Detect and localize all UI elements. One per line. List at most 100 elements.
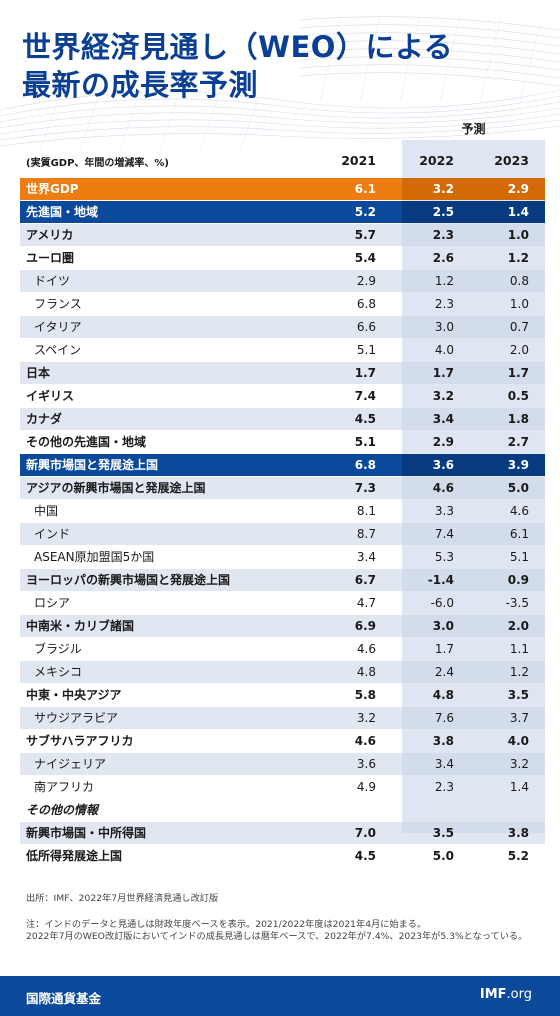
- header: 世界経済見通し（WEO）による 最新の成長率予測: [0, 0, 560, 150]
- row-band: [20, 339, 545, 361]
- value-2022: 2.5: [432, 205, 454, 219]
- table-body: 世界GDP 6.1 3.2 2.9 先進国・地域 5.2 2.5 1.4 アメリカ 5.7 2.3 1…: [0, 178, 560, 868]
- table-row: イタリア 6.6 3.0 0.7: [0, 316, 560, 339]
- row-label: 中南米・カリブ諸国: [26, 619, 135, 633]
- value-2021: 4.6: [354, 734, 376, 748]
- row-band: [20, 385, 545, 407]
- value-2022: 3.3: [434, 504, 454, 518]
- value-2021: 5.7: [354, 228, 376, 242]
- site-name-bold: IMF: [479, 987, 507, 1002]
- value-2022: 3.4: [434, 757, 454, 771]
- value-2022: 2.3: [432, 228, 454, 242]
- row-label: その他の情報: [26, 803, 99, 817]
- value-2023: 1.7: [507, 366, 529, 380]
- row-band: [20, 822, 545, 844]
- value-2023: 2.0: [507, 619, 529, 633]
- value-2022: 4.8: [432, 688, 454, 702]
- title-line-1: 世界経済見通し（WEO）による: [22, 30, 454, 64]
- row-band: [20, 247, 545, 269]
- table-row: カナダ 4.5 3.4 1.8: [0, 408, 560, 431]
- row-label: アジアの新興市場国と発展途上国: [26, 481, 206, 495]
- year-header-2021: 2021: [341, 153, 376, 168]
- value-2021: 8.7: [356, 527, 376, 541]
- value-2022: 3.6: [432, 458, 454, 472]
- row-label: ASEAN原加盟国5か国: [34, 550, 155, 564]
- value-2023: 1.4: [509, 780, 529, 794]
- value-2021: 4.5: [354, 849, 376, 863]
- value-2023: 3.8: [507, 826, 529, 840]
- row-band: [20, 408, 545, 430]
- site-name-suffix: .org: [506, 987, 532, 1002]
- value-2023: 0.7: [509, 320, 529, 334]
- row-label: 日本: [26, 366, 51, 380]
- site-link[interactable]: IMF.org: [480, 987, 532, 1002]
- table-row: スペイン 5.1 4.0 2.0: [0, 339, 560, 362]
- row-label: フランス: [34, 297, 82, 311]
- row-label: サブサハラアフリカ: [26, 734, 134, 748]
- row-label: ヨーロッパの新興市場国と発展途上国: [26, 573, 231, 587]
- row-band: [20, 799, 545, 821]
- row-label: サウジアラビア: [34, 711, 119, 725]
- value-2022: 3.4: [432, 412, 454, 426]
- value-2022: 2.6: [432, 251, 454, 265]
- value-2021: 2.9: [356, 274, 376, 288]
- unit-label: (実質GDP、年間の増減率、%): [26, 158, 169, 169]
- value-2023: 1.2: [509, 665, 529, 679]
- row-band: [20, 523, 545, 545]
- row-band: [20, 753, 545, 775]
- table-row: ドイツ 2.9 1.2 0.8: [0, 270, 560, 293]
- value-2023: 3.5: [507, 688, 529, 702]
- value-2021: 3.6: [356, 757, 376, 771]
- table-row: アメリカ 5.7 2.3 1.0: [0, 224, 560, 247]
- table-row: 中東・中央アジア 5.8 4.8 3.5: [0, 684, 560, 707]
- value-2021: 7.4: [354, 389, 376, 403]
- value-2023: -3.5: [505, 596, 529, 610]
- value-2023: 1.4: [507, 205, 529, 219]
- value-2021: 5.4: [354, 251, 376, 265]
- row-forecast-band: [402, 201, 545, 223]
- value-2021: 8.1: [356, 504, 376, 518]
- table-row: 新興市場国と発展途上国 6.8 3.6 3.9: [0, 454, 560, 477]
- row-label: 新興市場国・中所得国: [26, 826, 147, 840]
- value-2022: 7.4: [434, 527, 454, 541]
- row-label: アメリカ: [26, 228, 74, 242]
- value-2023: 2.0: [509, 343, 529, 357]
- value-2021: 6.8: [356, 297, 376, 311]
- value-2023: 4.0: [507, 734, 529, 748]
- table-row: 中国 8.1 3.3 4.6: [0, 500, 560, 523]
- value-2023: 3.2: [509, 757, 529, 771]
- value-2022: 3.2: [432, 182, 454, 196]
- value-2021: 1.7: [354, 366, 376, 380]
- row-band: [20, 316, 545, 338]
- value-2021: 6.9: [354, 619, 376, 633]
- footnote-1: 注：インドのデータと見通しは財政年度ベースを表示。2021/2022年度は202…: [26, 919, 427, 930]
- value-2021: 7.3: [354, 481, 376, 495]
- page-title: 世界経済見通し（WEO）による 最新の成長率予測: [22, 28, 453, 104]
- row-label: 中国: [34, 504, 59, 518]
- row-band: [20, 638, 545, 660]
- row-label: その他の先進国・地域: [26, 435, 147, 449]
- value-2023: 2.9: [507, 182, 529, 196]
- table-row: サウジアラビア 3.2 7.6 3.7: [0, 707, 560, 730]
- value-2023: 1.0: [507, 228, 529, 242]
- value-2022: 1.7: [434, 642, 454, 656]
- table-row: 新興市場国・中所得国 7.0 3.5 3.8: [0, 822, 560, 845]
- row-band: [20, 707, 545, 729]
- row-label: 低所得発展途上国: [26, 849, 123, 863]
- row-label: カナダ: [26, 412, 63, 426]
- row-label: 先進国・地域: [26, 205, 99, 219]
- notes: 出所：IMF、2022年7月世界経済見通し改訂版 注：インドのデータと見通しは財…: [26, 893, 546, 943]
- value-2021: 6.6: [356, 320, 376, 334]
- row-label: 中東・中央アジア: [26, 688, 122, 702]
- table-row: インド 8.7 7.4 6.1: [0, 523, 560, 546]
- value-2022: 4.6: [432, 481, 454, 495]
- footer: 国際通貨基金 IMF.org: [0, 976, 560, 1016]
- row-band: [20, 569, 545, 591]
- value-2021: 7.0: [354, 826, 376, 840]
- value-2023: 0.5: [507, 389, 529, 403]
- value-2021: 3.2: [356, 711, 376, 725]
- row-label: イギリス: [26, 389, 75, 403]
- value-2022: 2.4: [434, 665, 454, 679]
- table-row: アジアの新興市場国と発展途上国 7.3 4.6 5.0: [0, 477, 560, 500]
- value-2021: 5.2: [354, 205, 376, 219]
